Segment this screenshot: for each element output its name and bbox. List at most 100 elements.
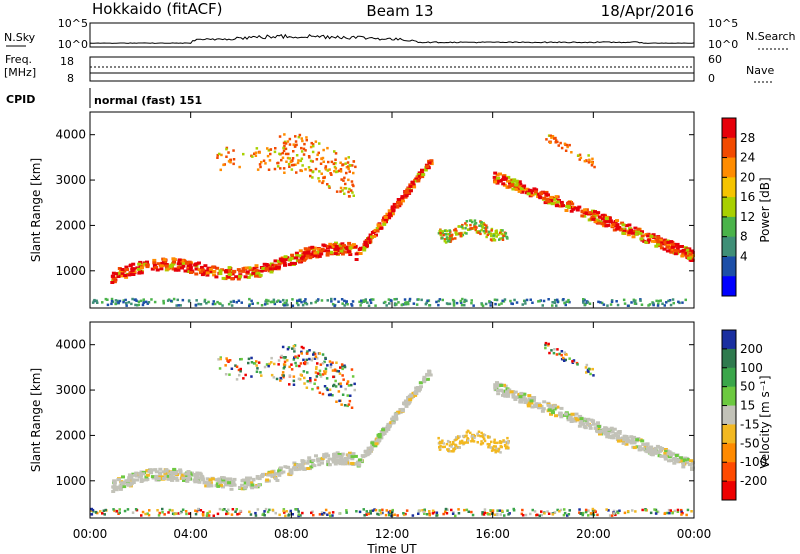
range-cell (428, 513, 431, 517)
range-cell (268, 508, 271, 512)
range-cell (346, 404, 349, 408)
range-cell (493, 171, 498, 175)
range-cell (448, 441, 452, 444)
range-cell (460, 441, 464, 445)
range-cell (348, 253, 353, 256)
range-cell (562, 513, 566, 517)
range-cell (641, 508, 644, 512)
range-cell (255, 364, 258, 367)
range-cell (282, 258, 287, 261)
range-cell (283, 360, 287, 364)
range-cell (377, 437, 382, 441)
range-cell (690, 466, 694, 470)
range-cell (550, 136, 553, 139)
nsky-label: N.Sky (4, 31, 36, 44)
range-cell (394, 414, 399, 418)
range-cell (224, 269, 228, 273)
range-cell (292, 143, 295, 146)
range-cell (363, 514, 366, 517)
range-cell (501, 182, 506, 186)
range-cell (358, 300, 361, 304)
range-cell (316, 153, 319, 157)
range-cell (449, 239, 453, 242)
range-cell (459, 234, 463, 238)
range-cell (281, 156, 285, 159)
range-cell (577, 424, 582, 428)
range-cell (162, 299, 165, 303)
range-cell (505, 392, 510, 396)
range-cell (292, 163, 295, 167)
range-cell (653, 508, 656, 511)
range-cell (534, 192, 538, 196)
range-cell (171, 257, 176, 261)
range-cell (227, 481, 232, 485)
range-cell (223, 483, 228, 487)
range-cell (384, 513, 388, 517)
range-cell (297, 514, 300, 518)
range-cell (518, 395, 523, 399)
range-cell (474, 228, 477, 232)
range-cell (273, 167, 277, 171)
range-cell (230, 272, 235, 276)
range-cell (243, 486, 248, 490)
colorbar-swatch (722, 462, 736, 482)
range-cell (243, 481, 248, 485)
range-cell (324, 168, 328, 171)
x-tick-label: 04:00 (173, 527, 208, 541)
range-cell (153, 300, 157, 304)
range-cell (531, 301, 534, 304)
range-cell (545, 199, 550, 203)
range-cell (620, 221, 625, 225)
range-cell (298, 298, 301, 302)
range-cell (511, 395, 516, 399)
range-cell (581, 422, 586, 426)
range-cell (128, 263, 133, 267)
power-colorbar-label: Power [dB] (758, 177, 772, 242)
range-cell (284, 514, 287, 518)
range-cell (563, 511, 567, 515)
range-cell (511, 393, 516, 397)
range-cell (625, 436, 630, 440)
range-cell (363, 240, 368, 244)
range-cell (610, 430, 615, 434)
velocity-ylabel: Slant Range [km] (29, 368, 43, 472)
range-cell (418, 509, 421, 513)
range-cell (184, 510, 188, 513)
range-cell (238, 486, 242, 489)
range-cell (495, 298, 499, 302)
range-cell (264, 162, 267, 165)
range-cell (172, 467, 177, 471)
velocity-colorbar-label: Velocity [m s⁻¹] (758, 375, 772, 468)
range-cell (205, 477, 210, 481)
range-cell (448, 444, 452, 447)
colorbar-swatch (722, 137, 736, 159)
range-cell (503, 514, 506, 517)
range-cell (118, 511, 121, 514)
range-cell (162, 302, 165, 305)
range-cell (270, 300, 274, 303)
range-cell (343, 364, 346, 367)
range-cell (507, 513, 510, 516)
range-cell (137, 262, 142, 266)
range-cell (267, 149, 271, 152)
range-cell (558, 204, 563, 208)
range-cell (465, 508, 469, 512)
range-cell (483, 231, 487, 235)
range-cell (302, 147, 306, 151)
range-cell (647, 304, 650, 307)
range-cell (443, 445, 446, 449)
range-cell (559, 406, 564, 410)
range-cell (339, 190, 342, 193)
range-cell (550, 409, 555, 413)
range-cell (321, 181, 324, 185)
range-cell (584, 510, 588, 514)
range-cell (554, 136, 557, 140)
range-cell (330, 160, 334, 164)
range-cell (278, 135, 282, 138)
range-cell (450, 443, 453, 446)
range-cell (326, 183, 329, 186)
range-cell (295, 254, 300, 258)
range-cell (502, 393, 507, 397)
velocity-scatter (90, 341, 695, 518)
